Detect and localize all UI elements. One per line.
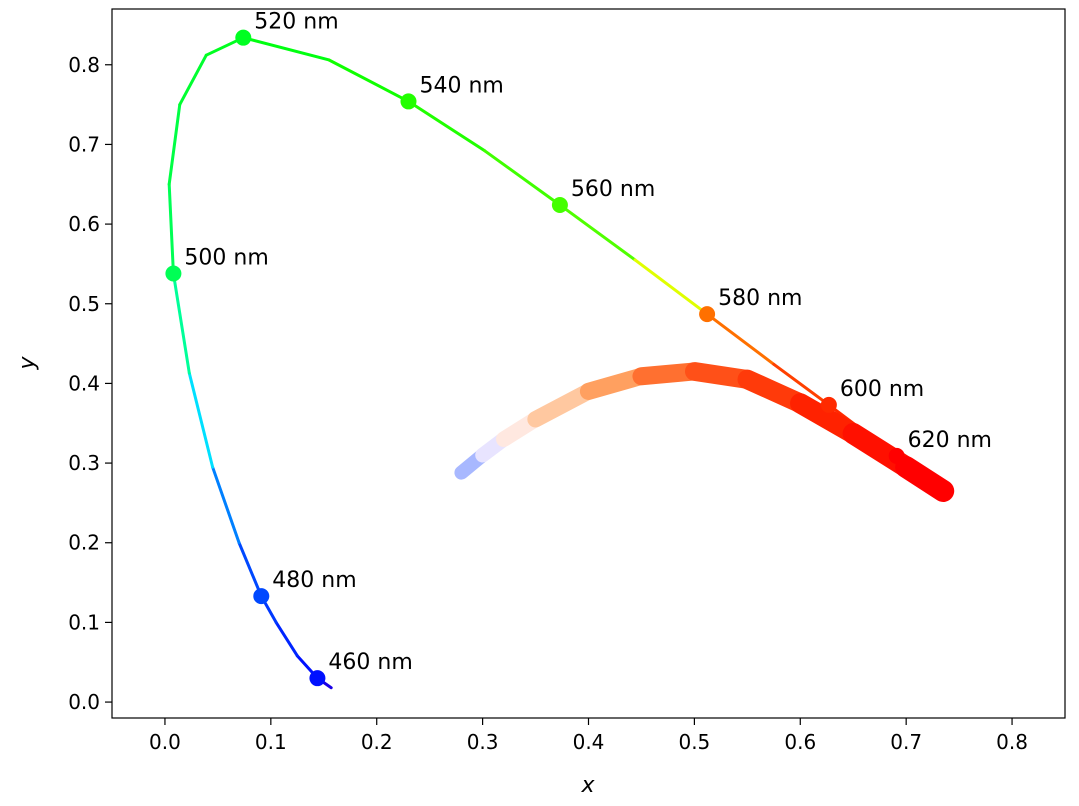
x-tick-label: 0.5 (678, 730, 710, 754)
wavelength-label: 540 nm (419, 73, 503, 98)
spectral-locus-segment (483, 149, 562, 207)
wavelength-marker (309, 670, 326, 687)
x-tick-label: 0.1 (255, 730, 287, 754)
wavelength-label: 460 nm (328, 650, 412, 675)
wavelength-marker (888, 447, 905, 464)
spectral-locus-segment (167, 103, 182, 186)
spectral-locus-segment (705, 312, 776, 366)
planckian-locus-segment (895, 456, 955, 502)
y-tick-label: 0.3 (68, 451, 100, 475)
wavelength-marker (820, 396, 837, 413)
spectral-locus-segment (237, 541, 263, 598)
plot-area (112, 9, 1065, 718)
y-axis-ticks: 0.0 0.1 0.2 0.3 0.4 0.5 0.6 0.7 0.8 (68, 53, 112, 714)
spectral-locus-segment (211, 465, 241, 545)
spectral-locus-segment (772, 362, 831, 407)
wavelength-label: 500 nm (184, 245, 268, 270)
y-tick-label: 0.0 (68, 690, 100, 714)
wavelength-label: 520 nm (254, 10, 338, 35)
x-tick-label: 0.0 (149, 730, 181, 754)
spectral-locus-segment (167, 182, 175, 275)
y-axis-label: y (15, 356, 40, 371)
wavelength-markers: 460 nm 480 nm 500 nm 520 nm 540 nm 560 nm 580 … (165, 10, 992, 687)
x-tick-label: 0.7 (890, 730, 922, 754)
planckian-locus-segment (527, 383, 597, 428)
wavelength-marker (400, 93, 417, 110)
y-tick-label: 0.6 (68, 212, 100, 236)
spectral-locus-segment (327, 58, 410, 103)
wavelength-marker (551, 196, 568, 213)
y-tick-label: 0.7 (68, 132, 100, 156)
spectral-locus-segment (558, 203, 637, 262)
y-tick-label: 0.2 (68, 531, 100, 555)
spectral-locus-segment (406, 99, 487, 153)
wavelength-label: 600 nm (840, 377, 924, 402)
wavelength-marker (253, 588, 270, 605)
wavelength-label: 480 nm (272, 568, 356, 593)
wavelength-label: 580 nm (718, 286, 802, 311)
y-tick-label: 0.5 (68, 292, 100, 316)
planckian-locus-segment (579, 367, 651, 400)
y-tick-label: 0.8 (68, 53, 100, 77)
spectral-locus-segment (633, 258, 709, 316)
x-tick-label: 0.2 (361, 730, 393, 754)
spectral-locus-segment (171, 271, 191, 375)
x-tick-label: 0.8 (996, 730, 1028, 754)
wavelength-label: 560 nm (571, 177, 655, 202)
wavelength-marker (235, 29, 252, 46)
wavelength-label: 620 nm (908, 428, 992, 453)
x-tick-label: 0.4 (573, 730, 605, 754)
spectral-locus-segment (274, 620, 299, 658)
spectral-locus-segment (178, 53, 208, 107)
planckian-locus (454, 362, 955, 502)
x-axis-label: x (580, 773, 595, 798)
y-tick-label: 0.1 (68, 610, 100, 634)
spectral-locus-segment (241, 36, 331, 62)
y-tick-label: 0.4 (68, 371, 100, 395)
wavelength-marker (165, 265, 182, 282)
x-axis-ticks: 0.0 0.1 0.2 0.3 0.4 0.5 0.6 0.7 0.8 (149, 718, 1028, 754)
x-tick-label: 0.3 (467, 730, 499, 754)
x-tick-label: 0.6 (784, 730, 816, 754)
wavelength-marker (699, 306, 716, 323)
spectral-locus-segment (187, 371, 215, 469)
